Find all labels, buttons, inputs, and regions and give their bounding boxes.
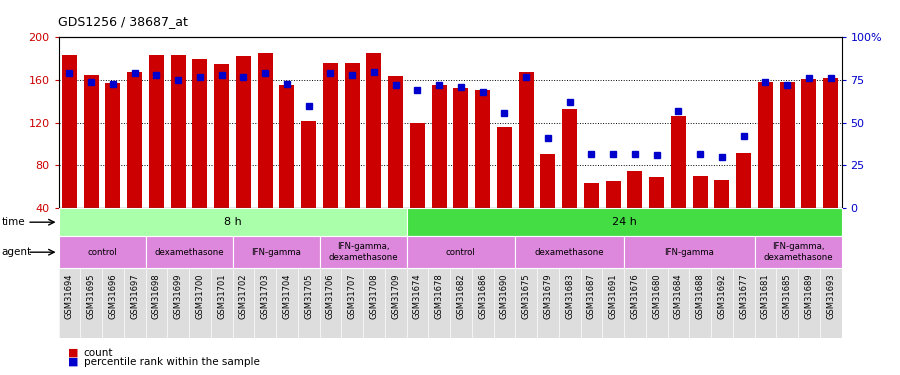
Bar bbox=[366, 54, 382, 251]
Bar bbox=[754, 236, 842, 268]
Bar bbox=[715, 180, 730, 251]
Text: control: control bbox=[87, 248, 117, 256]
Bar bbox=[236, 56, 251, 251]
Text: 24 h: 24 h bbox=[612, 217, 636, 227]
Text: GSM31677: GSM31677 bbox=[739, 274, 748, 320]
Bar bbox=[584, 183, 599, 251]
Bar bbox=[279, 86, 294, 251]
Text: GSM31685: GSM31685 bbox=[783, 274, 792, 319]
Bar bbox=[801, 79, 816, 251]
Bar bbox=[301, 121, 316, 251]
Text: GSM31707: GSM31707 bbox=[347, 274, 356, 319]
Text: GSM31696: GSM31696 bbox=[108, 274, 117, 319]
Bar bbox=[692, 176, 707, 251]
Bar bbox=[345, 63, 360, 251]
Text: GSM31709: GSM31709 bbox=[392, 274, 400, 319]
Bar bbox=[323, 63, 338, 251]
Bar bbox=[214, 64, 230, 251]
Text: GSM31681: GSM31681 bbox=[760, 274, 770, 319]
Text: GSM31682: GSM31682 bbox=[456, 274, 465, 319]
Bar bbox=[779, 82, 795, 251]
Text: IFN-gamma: IFN-gamma bbox=[251, 248, 301, 256]
Text: count: count bbox=[84, 348, 113, 357]
Text: GSM31695: GSM31695 bbox=[86, 274, 95, 319]
Bar bbox=[736, 153, 752, 251]
Text: agent: agent bbox=[2, 247, 32, 257]
Text: GSM31697: GSM31697 bbox=[130, 274, 140, 319]
Bar bbox=[127, 72, 142, 251]
Text: GSM31694: GSM31694 bbox=[65, 274, 74, 319]
Text: GSM31702: GSM31702 bbox=[238, 274, 248, 319]
Text: GSM31705: GSM31705 bbox=[304, 274, 313, 319]
Text: GSM31684: GSM31684 bbox=[674, 274, 683, 319]
Bar bbox=[540, 154, 555, 251]
Bar bbox=[232, 236, 320, 268]
Text: GSM31693: GSM31693 bbox=[826, 274, 835, 319]
Text: GSM31698: GSM31698 bbox=[152, 274, 161, 319]
Bar bbox=[407, 208, 842, 236]
Text: GSM31708: GSM31708 bbox=[369, 274, 378, 319]
Text: IFN-gamma,
dexamethasone: IFN-gamma, dexamethasone bbox=[328, 243, 398, 262]
Bar bbox=[58, 208, 407, 236]
Bar bbox=[84, 75, 99, 251]
Bar bbox=[624, 236, 754, 268]
Text: GSM31704: GSM31704 bbox=[283, 274, 292, 319]
Bar bbox=[62, 54, 77, 251]
Bar bbox=[170, 54, 185, 251]
Text: GSM31706: GSM31706 bbox=[326, 274, 335, 319]
Bar bbox=[146, 236, 232, 268]
Bar bbox=[454, 88, 469, 251]
Text: GSM31675: GSM31675 bbox=[522, 274, 531, 319]
Bar bbox=[431, 86, 446, 251]
Text: ■: ■ bbox=[68, 348, 78, 357]
Text: GDS1256 / 38687_at: GDS1256 / 38687_at bbox=[58, 15, 188, 28]
Text: GSM31700: GSM31700 bbox=[195, 274, 204, 319]
Bar bbox=[758, 82, 773, 251]
Bar bbox=[257, 54, 273, 251]
Bar bbox=[515, 236, 624, 268]
Bar bbox=[649, 177, 664, 251]
Bar bbox=[627, 171, 643, 251]
Text: ■: ■ bbox=[68, 357, 78, 367]
Bar bbox=[562, 109, 577, 251]
Bar bbox=[193, 59, 208, 251]
Bar bbox=[518, 72, 534, 251]
Text: GSM31692: GSM31692 bbox=[717, 274, 726, 319]
Bar bbox=[388, 76, 403, 251]
Text: GSM31680: GSM31680 bbox=[652, 274, 662, 319]
Text: GSM31676: GSM31676 bbox=[630, 274, 639, 320]
Bar bbox=[407, 236, 515, 268]
Text: GSM31687: GSM31687 bbox=[587, 274, 596, 320]
Text: GSM31674: GSM31674 bbox=[413, 274, 422, 319]
Bar bbox=[670, 116, 686, 251]
Text: GSM31683: GSM31683 bbox=[565, 274, 574, 320]
Text: GSM31679: GSM31679 bbox=[544, 274, 553, 319]
Text: time: time bbox=[2, 217, 25, 227]
Text: dexamethasone: dexamethasone bbox=[535, 248, 605, 256]
Text: GSM31691: GSM31691 bbox=[608, 274, 617, 319]
Bar bbox=[148, 54, 164, 251]
Bar bbox=[410, 123, 425, 251]
Text: GSM31678: GSM31678 bbox=[435, 274, 444, 320]
Text: GSM31690: GSM31690 bbox=[500, 274, 508, 319]
Bar bbox=[58, 236, 146, 268]
Text: IFN-gamma,
dexamethasone: IFN-gamma, dexamethasone bbox=[763, 243, 832, 262]
Text: GSM31686: GSM31686 bbox=[478, 274, 487, 320]
Bar bbox=[105, 83, 121, 251]
Text: IFN-gamma: IFN-gamma bbox=[664, 248, 715, 256]
Bar bbox=[606, 182, 621, 251]
Text: control: control bbox=[446, 248, 476, 256]
Text: percentile rank within the sample: percentile rank within the sample bbox=[84, 357, 259, 367]
Bar bbox=[497, 127, 512, 251]
Text: 8 h: 8 h bbox=[223, 217, 241, 227]
Bar bbox=[475, 90, 491, 251]
Bar bbox=[823, 78, 838, 251]
Text: GSM31701: GSM31701 bbox=[217, 274, 226, 319]
Text: GSM31703: GSM31703 bbox=[261, 274, 270, 319]
Text: GSM31688: GSM31688 bbox=[696, 274, 705, 320]
Text: GSM31689: GSM31689 bbox=[805, 274, 814, 319]
Text: GSM31699: GSM31699 bbox=[174, 274, 183, 319]
Bar bbox=[320, 236, 407, 268]
Text: dexamethasone: dexamethasone bbox=[154, 248, 224, 256]
